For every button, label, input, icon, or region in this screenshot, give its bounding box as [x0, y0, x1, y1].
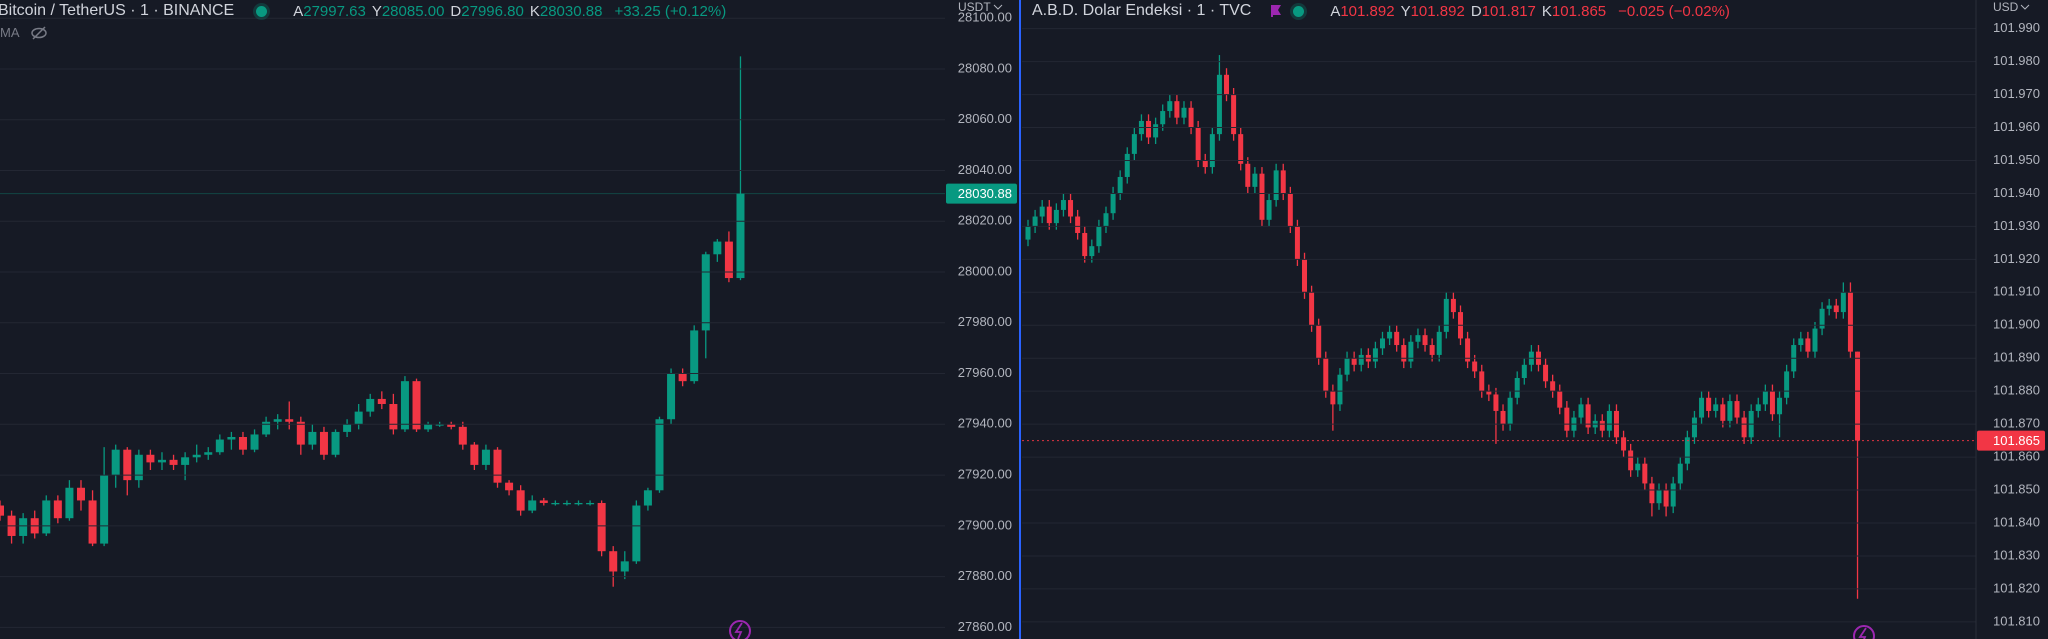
legend-key: K [1541, 2, 1552, 20]
alert-icon [1853, 625, 1875, 639]
symbol-title: A.B.D. Dolar Endeksi · 1 · TVC [1032, 2, 1252, 19]
y-tick-label: 27960.00 [958, 365, 1012, 380]
legend-value: 101.865 [1551, 2, 1607, 20]
status-dot [1293, 5, 1305, 17]
chevron [2020, 4, 2030, 10]
y-tick-label: 28000.00 [958, 263, 1012, 278]
legend-key: D [1470, 2, 1482, 20]
unit: USD [1993, 0, 2019, 14]
flag-icon [1271, 5, 1282, 17]
unit: USDT [958, 0, 991, 14]
legend-key: Y [371, 2, 382, 20]
y-tick-label: 101.810 [1993, 613, 2040, 628]
y-tick-label: 101.820 [1993, 580, 2040, 595]
chevron [993, 4, 1003, 10]
y-tick-label: 28080.00 [958, 60, 1012, 75]
last-price-tag [946, 183, 1017, 204]
legend-value: 27997.63 [303, 2, 366, 20]
hide-icon[interactable] [30, 25, 48, 40]
y-tick-label: 101.950 [1993, 152, 2040, 167]
legend-value: 101.892 [1340, 2, 1395, 20]
last-price-label: 101.865 [1993, 433, 2040, 448]
y-tick-label: 101.850 [1993, 481, 2040, 496]
y-tick-label: 101.830 [1993, 547, 2040, 562]
legend-value: 27996.80 [461, 2, 524, 20]
y-tick-label: 27860.00 [958, 619, 1012, 634]
y-tick-label: 101.970 [1993, 86, 2040, 101]
legend-key: K [529, 2, 540, 20]
y-tick-label: 101.900 [1993, 317, 2040, 332]
y-tick-label: 101.990 [1993, 20, 2040, 35]
status-dot [256, 5, 268, 17]
y-tick-label: 101.940 [1993, 185, 2040, 200]
y-tick-label: 28020.00 [958, 213, 1012, 228]
y-tick-label: 27880.00 [958, 568, 1012, 583]
y-tick-label: 101.910 [1993, 284, 2040, 299]
y-tick-label: 27940.00 [958, 416, 1012, 431]
y-tick-label: 28060.00 [958, 111, 1012, 126]
unit-selector[interactable]: USDT [958, 0, 1003, 14]
y-tick-label: 27900.00 [958, 517, 1012, 532]
y-tick-label: 27920.00 [958, 467, 1012, 482]
indicator-row: MA [0, 25, 48, 40]
legend-value: 101.817 [1481, 2, 1536, 20]
y-tick-label: 101.960 [1993, 119, 2040, 134]
legend-value: 101.892 [1410, 2, 1465, 20]
y-tick-label: 28040.00 [958, 162, 1012, 177]
change: +33.25 (+0.12%) [614, 2, 727, 20]
candle-body [0, 505, 4, 516]
y-tick-label: 101.930 [1993, 218, 2040, 233]
y-tick-label: 101.920 [1993, 251, 2040, 266]
legend-key: A [293, 2, 304, 20]
y-tick-label: 101.840 [1993, 514, 2040, 529]
change: −0.025 (−0.02%) [1618, 2, 1730, 20]
legend-value: 28085.00 [381, 2, 445, 20]
y-tick-label: 101.890 [1993, 350, 2040, 365]
legend-value: 28030.88 [539, 2, 603, 20]
y-tick-label: 27980.00 [958, 314, 1012, 329]
y-tick-label: 28100.00 [958, 10, 1012, 25]
legend-key: Y [1400, 2, 1411, 20]
last-price-label: 28030.88 [958, 186, 1012, 201]
indicator: MA [0, 25, 20, 40]
y-tick-label: 101.860 [1993, 449, 2040, 464]
alert-icon [729, 620, 751, 639]
header: A.B.D. Dolar Endeksi · 1 · TVC A 101.892 Y… [1032, 0, 1730, 22]
y-tick-label: 101.880 [1993, 383, 2040, 398]
legend-key: D [450, 2, 462, 20]
y-tick-label: 101.870 [1993, 416, 2040, 431]
unit-selector[interactable]: USD [1993, 0, 2030, 14]
legend-key: A [1330, 2, 1341, 20]
symbol-title: Bitcoin / TetherUS · 1 · BINANCE [0, 2, 235, 19]
last-price-tag [1977, 430, 2045, 451]
y-tick-label: 101.980 [1993, 53, 2040, 68]
ohlc-legend: A 27997.63 Y 28085.00 D 27996.80 K 28030.88 [287, 3, 602, 20]
ohlc-legend: A 101.892 Y 101.892 D 101.817 K 101.865 [1324, 3, 1606, 20]
header: Bitcoin / TetherUS · 1 · BINANCE A 27997.… [0, 0, 726, 22]
